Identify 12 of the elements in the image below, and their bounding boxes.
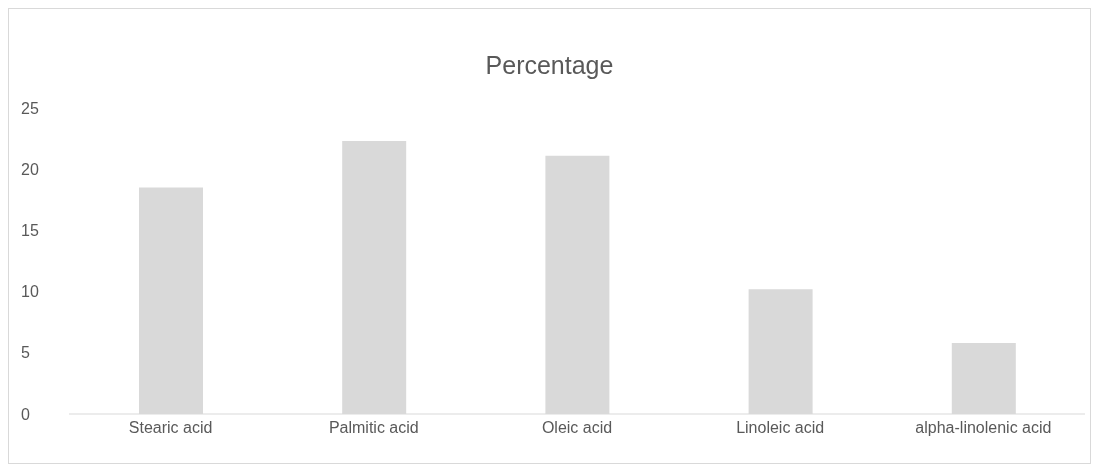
y-tick-label: 10 xyxy=(21,283,39,301)
x-tick-label: alpha-linolenic acid xyxy=(915,419,1052,437)
y-tick-label: 5 xyxy=(21,344,30,362)
x-tick-label: Oleic acid xyxy=(541,419,613,437)
y-tick-label: 20 xyxy=(21,160,39,178)
x-tick-label: Palmitic acid xyxy=(328,419,419,437)
y-tick-label: 15 xyxy=(21,222,39,240)
chart-title: Percentage xyxy=(484,51,615,80)
y-tick-label: 0 xyxy=(21,405,30,423)
y-tick-label: 25 xyxy=(21,99,39,117)
x-tick-label: Linoleic acid xyxy=(736,419,825,437)
x-tick-label: Stearic acid xyxy=(128,419,213,437)
